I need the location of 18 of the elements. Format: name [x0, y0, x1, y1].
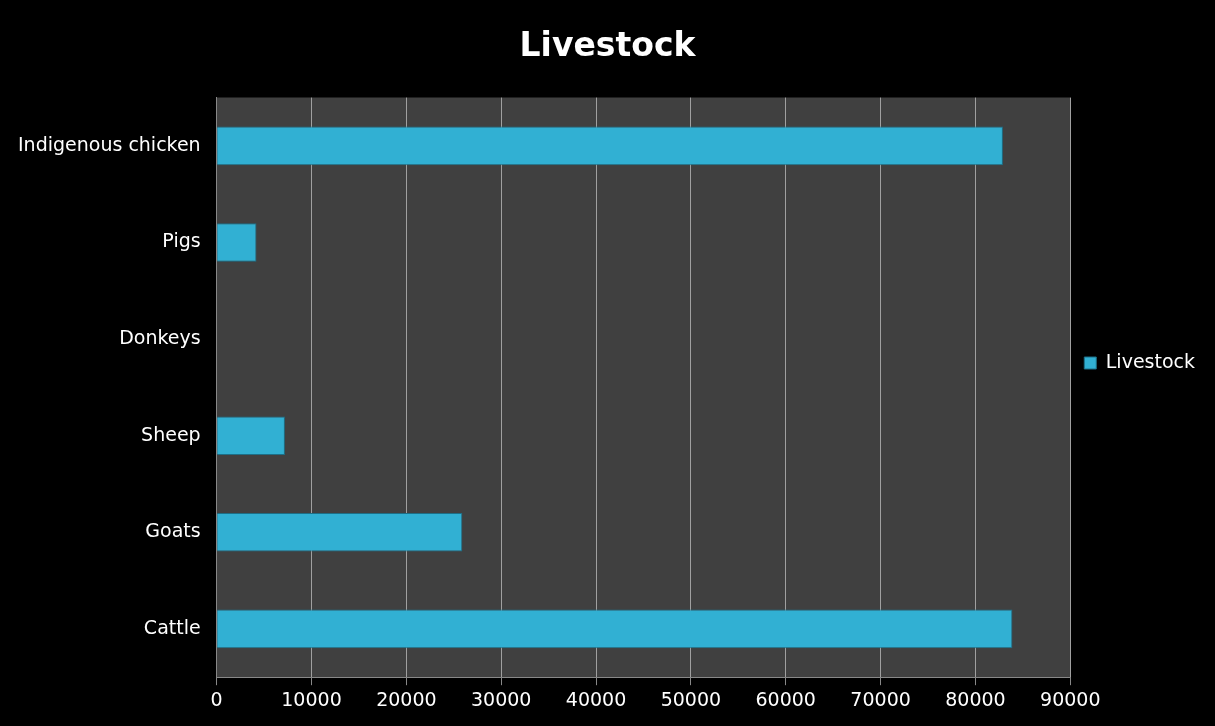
chart-title: Livestock [519, 25, 697, 65]
x-tick-label: 80000 [945, 687, 1006, 710]
y-tick-label: Sheep [141, 422, 201, 445]
x-tick-label: 60000 [755, 687, 816, 710]
y-tick-label: Cattle [143, 615, 201, 638]
legend-label: Livestock [1105, 349, 1196, 372]
x-tick-label: 10000 [281, 687, 342, 710]
x-tick-label: 0 [210, 687, 223, 710]
x-tick-label: 90000 [1040, 687, 1101, 710]
x-tick-label: 70000 [850, 687, 911, 710]
x-tick-label: 30000 [470, 687, 532, 710]
y-tick-label: Pigs [162, 229, 201, 252]
y-tick-label: Donkeys [119, 326, 201, 349]
y-tick-label: Goats [145, 519, 201, 542]
y-tick-label: Indigenous chicken [18, 132, 201, 155]
x-tick-label: 50000 [660, 687, 722, 710]
x-tick-label: 20000 [376, 687, 437, 710]
x-tick-label: 40000 [565, 687, 627, 710]
